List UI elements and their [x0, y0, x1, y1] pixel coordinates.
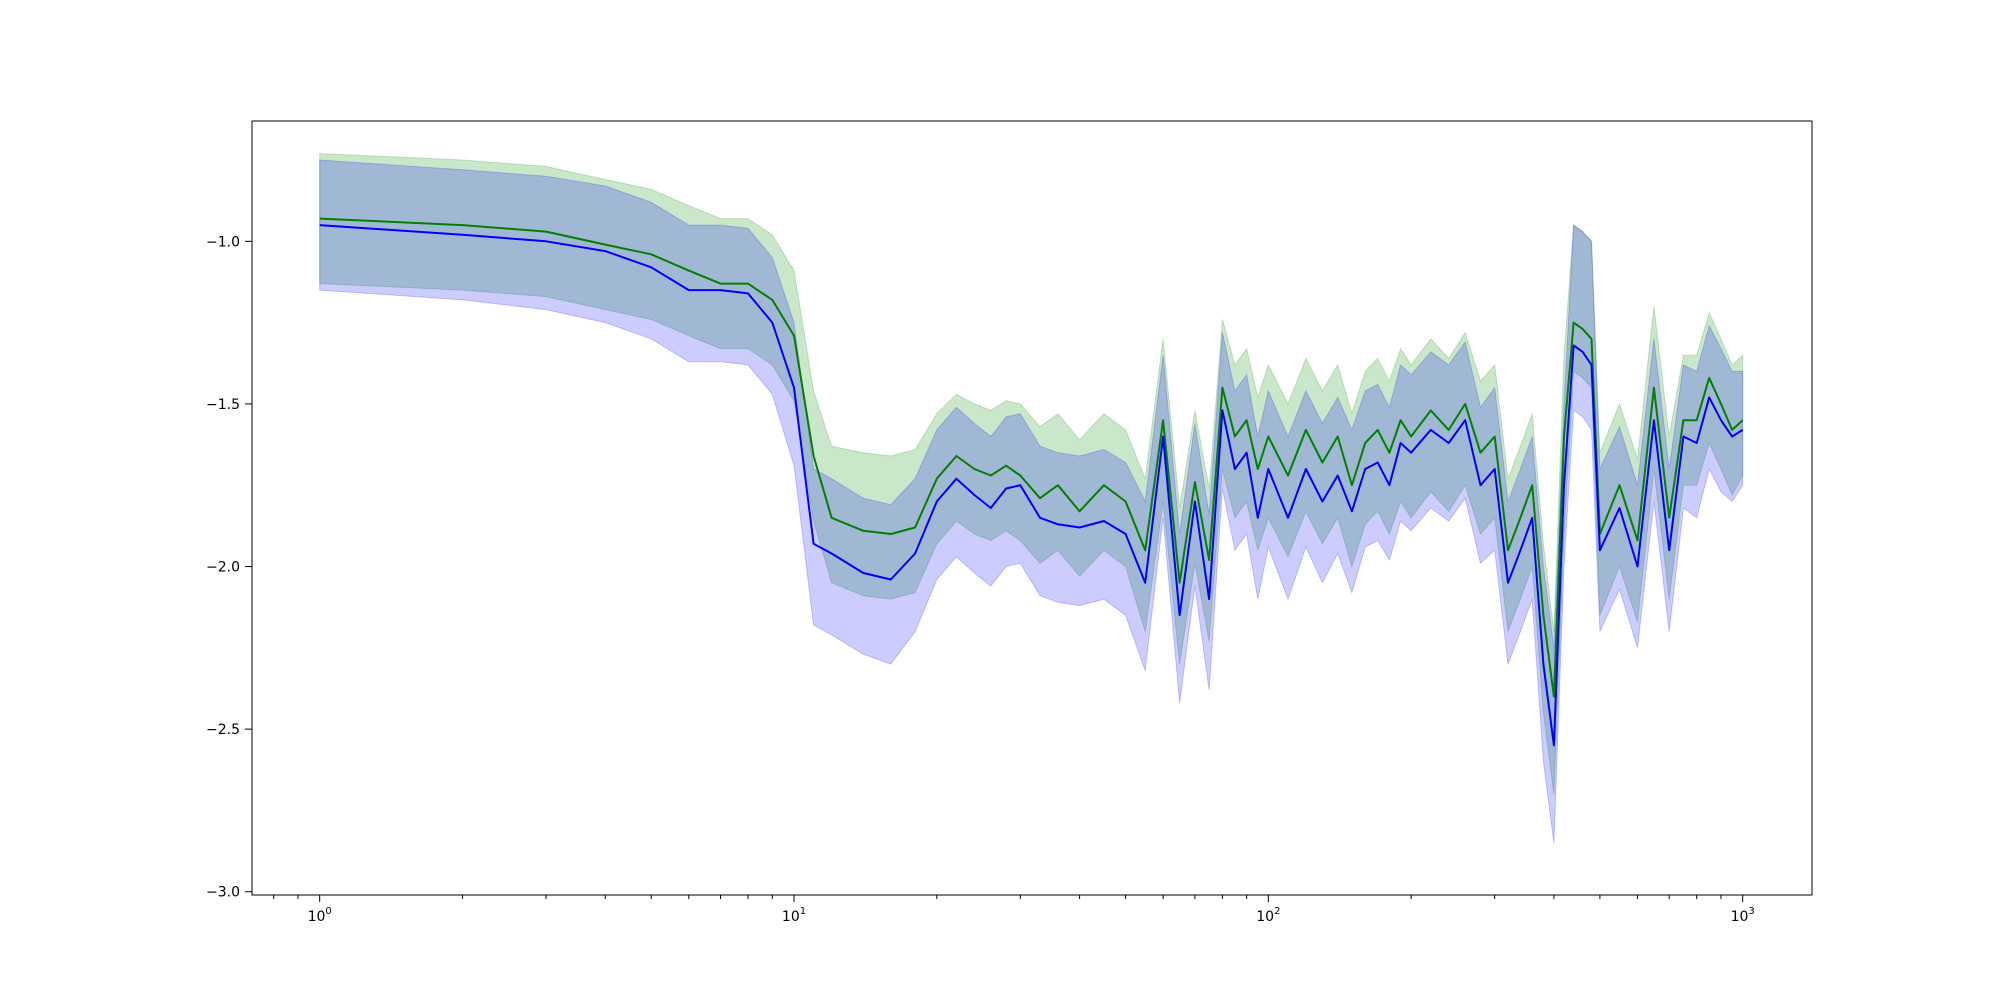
x-axis: 100 101 102 103 [273, 895, 1755, 925]
x-tick-exponent: 3 [1748, 906, 1754, 917]
x-tick-exponent: 0 [325, 906, 331, 917]
x-tick-base: 10 [1731, 909, 1749, 925]
x-tick-label: 101 [782, 906, 806, 925]
x-tick-exponent: 2 [1274, 906, 1280, 917]
x-tick-label: 102 [1256, 906, 1280, 925]
line-series-2 [319, 224, 1744, 747]
band-series-1 [319, 152, 1744, 795]
x-tick-base: 10 [782, 909, 800, 925]
plot-area-frame [251, 120, 1813, 896]
y-tick-label: −1.0 [206, 234, 240, 250]
y-tick-label: −2.5 [206, 722, 240, 738]
y-tick-label: −1.5 [206, 397, 240, 413]
x-tick-label: 100 [308, 906, 332, 925]
series-lines [319, 217, 1744, 747]
x-tick-label: 103 [1731, 906, 1755, 925]
x-tick-base: 10 [1256, 909, 1274, 925]
y-tick-label: −2.0 [206, 560, 240, 576]
x-tick-base: 10 [308, 909, 326, 925]
confidence-bands [319, 152, 1744, 844]
y-axis: −1.0 −1.5 −2.0 −2.5 −3.0 [206, 234, 252, 901]
y-tick-label: −3.0 [206, 885, 240, 901]
line-series-1 [319, 217, 1744, 698]
x-tick-exponent: 1 [800, 906, 806, 917]
